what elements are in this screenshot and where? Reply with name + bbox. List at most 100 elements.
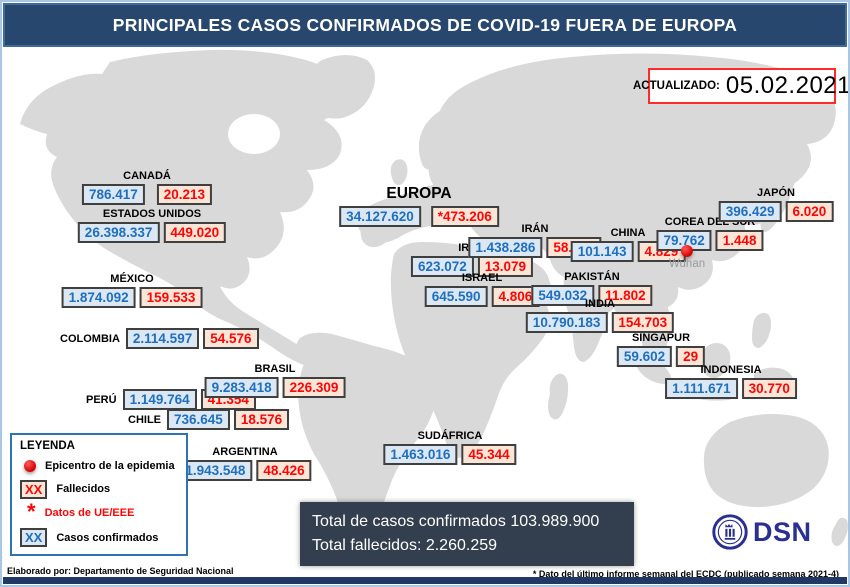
updated-label: ACTUALIZADO: <box>633 80 720 92</box>
epicenter-dot-icon <box>680 245 693 257</box>
cases-box: 2.114.597 <box>125 328 200 349</box>
legend-item-confirmados: XX Casos confirmados <box>20 528 178 547</box>
total-deaths: Total fallecidos: 2.260.259 <box>312 537 498 554</box>
country-values: 736.645 18.576 <box>167 409 290 430</box>
country-canada: CANADÁ 786.417 20.213 <box>81 170 213 205</box>
cases-box: 1.874.092 <box>61 287 136 308</box>
total-cases: Total de casos confirmados 103.989.900 <box>312 513 600 530</box>
cases-box: 1.111.671 <box>665 378 738 399</box>
country-label: BRASIL <box>254 363 296 375</box>
cases-box: 1.149.764 <box>122 389 197 410</box>
deaths-box: 48.426 <box>256 460 312 481</box>
country-japon: JAPÓN 396.429 6.020 <box>718 187 834 222</box>
country-label: PAKISTÁN <box>564 271 620 283</box>
deaths-box: 4.806 <box>491 286 540 307</box>
deaths-sample-box: XX <box>20 479 48 499</box>
country-estados-unidos: ESTADOS UNIDOS 26.398.337 449.020 <box>77 208 227 243</box>
deaths-box: 54.576 <box>203 328 259 349</box>
greenland-shape <box>305 55 376 119</box>
deaths-box: 159.533 <box>139 287 203 308</box>
cases-box: 10.790.183 <box>525 312 608 333</box>
cases-box: 79.762 <box>656 230 712 251</box>
totals-box: Total de casos confirmados 103.989.900 T… <box>300 502 634 566</box>
country-label: ESTADOS UNIDOS <box>102 208 202 220</box>
country-mexico: MÉXICO 1.874.092 159.533 <box>61 273 203 308</box>
legend-item-fallecidos: XX Fallecidos <box>20 479 178 499</box>
country-brasil: BRASIL 9.283.418 226.309 <box>204 363 346 398</box>
country-label: EUROPA <box>386 185 452 202</box>
country-values: 396.429 6.020 <box>718 201 834 222</box>
deaths-box: 226.309 <box>282 377 346 398</box>
indonesia-shape <box>634 343 795 401</box>
australia-shape <box>703 414 829 508</box>
deaths-box: 45.344 <box>461 444 517 465</box>
country-chile: CHILE 736.645 18.576 <box>128 409 290 430</box>
deaths-box: 18.576 <box>233 409 290 430</box>
country-label: INDONESIA <box>700 364 762 376</box>
country-label: MÉXICO <box>110 273 154 285</box>
cases-box: 34.127.620 <box>339 206 421 227</box>
country-label: COLOMBIA <box>60 332 120 345</box>
country-sudafrica: SUDÁFRICA 1.463.016 45.344 <box>383 430 517 465</box>
country-label: CHINA <box>610 227 646 239</box>
country-values: 2.114.597 54.576 <box>125 328 259 349</box>
deaths-box: 1.448 <box>715 230 764 251</box>
philippines-shape <box>752 312 772 348</box>
country-values: 10.790.183 154.703 <box>525 312 675 333</box>
bottom-bar <box>3 577 847 584</box>
country-values: 549.032 11.802 <box>531 285 653 306</box>
deaths-box: 449.020 <box>163 222 227 243</box>
country-label: SINGAPUR <box>631 332 691 344</box>
country-india: INDIA 10.790.183 154.703 <box>525 298 675 333</box>
country-values: 1.111.671 30.770 <box>665 378 797 399</box>
country-label: SUDÁFRICA <box>417 430 483 442</box>
epicenter-dot-icon <box>24 459 36 472</box>
country-values: 34.127.620 *473.206 <box>339 206 499 227</box>
deaths-box: 29 <box>676 346 706 367</box>
country-values: 59.602 29 <box>616 346 706 367</box>
cases-box: 396.429 <box>718 201 782 222</box>
footer-author: Elaborado por: Departamento de Seguridad… <box>7 566 234 576</box>
country-argentina: ARGENTINA 1.943.548 48.426 <box>178 446 312 481</box>
cases-box: 549.032 <box>531 285 595 306</box>
uk-shape <box>390 159 408 186</box>
new-zealand-shape <box>831 517 848 546</box>
country-indonesia: INDONESIA 1.111.671 30.770 <box>665 364 797 399</box>
country-values: 786.417 20.213 <box>81 184 213 205</box>
cases-box: 1.463.016 <box>383 444 458 465</box>
cases-box: 623.072 <box>410 256 474 277</box>
cases-box: 101.143 <box>570 241 634 262</box>
country-israel: ISRAEL 645.590 4.806 <box>424 272 540 307</box>
cases-box: 59.602 <box>616 346 673 367</box>
country-label: CANADÁ <box>123 170 171 182</box>
updated-box: ACTUALIZADO: 05.02.2021 <box>633 68 848 104</box>
page-title: PRINCIPALES CASOS CONFIRMADOS DE COVID-1… <box>112 14 738 35</box>
country-values: 1.874.092 159.533 <box>61 287 203 308</box>
country-singapur: SINGAPUR 59.602 29 <box>616 332 706 367</box>
legend-item-label: Fallecidos <box>56 483 111 495</box>
footer-source-note: * Dato del último informe semanal del EC… <box>532 569 839 579</box>
deaths-box: 30.770 <box>741 378 797 399</box>
legend: LEYENDA Epicentro de la epidemia XX Fall… <box>10 433 188 556</box>
legend-item-ue-eee: * Datos de UE/EEE <box>20 499 178 525</box>
legend-item-label: Casos confirmados <box>56 531 159 544</box>
cases-box: 786.417 <box>81 184 145 205</box>
country-values: 1.463.016 45.344 <box>383 444 517 465</box>
epicenter-label: Wuhan <box>668 258 706 270</box>
legend-item-epicenter: Epicentro de la epidemia <box>20 459 178 472</box>
legend-item-label: Datos de UE/EEE <box>44 507 135 520</box>
asia-shape <box>428 53 836 319</box>
asterisk-icon: * <box>27 499 36 525</box>
cases-box: 26.398.337 <box>77 222 160 243</box>
country-label: PERÚ <box>86 393 117 406</box>
country-values: 9.283.418 226.309 <box>204 377 346 398</box>
country-label: ISRAEL <box>461 272 503 284</box>
deaths-box: 20.213 <box>156 184 213 205</box>
deaths-box: 6.020 <box>785 201 834 222</box>
legend-title: LEYENDA <box>20 440 75 452</box>
country-label: CHILE <box>128 413 161 426</box>
cases-box: 1.943.548 <box>178 460 253 481</box>
epicenter-marker: Wuhan <box>669 245 705 270</box>
country-values: 645.590 4.806 <box>424 286 540 307</box>
